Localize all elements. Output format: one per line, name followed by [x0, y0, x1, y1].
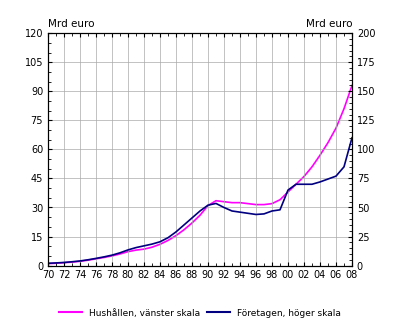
Text: Mrd euro: Mrd euro: [306, 19, 352, 29]
Text: Mrd euro: Mrd euro: [48, 19, 94, 29]
Legend: Hushållen, vänster skala, Företagen, höger skala: Hushållen, vänster skala, Företagen, hög…: [56, 305, 344, 321]
